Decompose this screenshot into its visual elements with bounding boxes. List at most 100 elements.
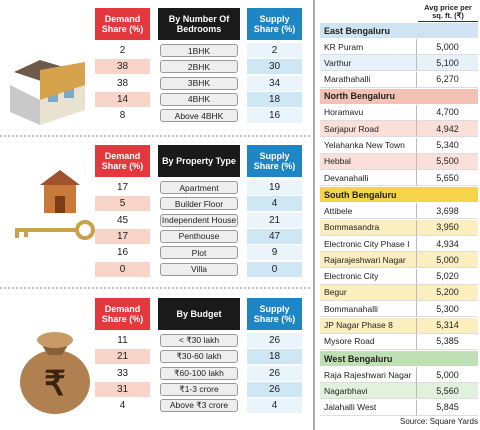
supply-share: 26 <box>247 333 302 348</box>
locality: KR Puram <box>320 39 416 55</box>
supply-share: 30 <box>247 59 302 75</box>
column-header: Demand Share (%) <box>95 145 150 177</box>
demand-share: 31 <box>95 381 150 397</box>
column-header: By Budget <box>158 298 240 330</box>
price: 5,340 <box>416 137 478 154</box>
locality: Sarjapur Road <box>320 121 416 138</box>
column-header: Demand Share (%) <box>95 8 150 40</box>
demand-share: 38 <box>95 59 150 75</box>
price: 5,560 <box>416 383 478 400</box>
price-header: Avg price per sq. ft. (₹) <box>418 2 478 22</box>
category: Villa <box>160 262 238 276</box>
supply-share: 2 <box>247 43 302 58</box>
supply-share: 4 <box>247 398 302 414</box>
svg-text:₹: ₹ <box>44 365 66 403</box>
locality: Yelahanka New Town <box>320 137 416 154</box>
locality: Mysore Road <box>320 333 416 350</box>
price: 5,300 <box>416 301 478 318</box>
demand-share: 8 <box>95 108 150 124</box>
locality: Varthur <box>320 55 416 72</box>
price: 5,314 <box>416 317 478 334</box>
category: Above 4BHK <box>160 109 238 123</box>
locality: Rajarajeshwari Nagar <box>320 252 416 269</box>
category: Independent House <box>160 213 238 227</box>
category: ₹1-3 crore <box>160 382 238 396</box>
locality: Jalahalli West <box>320 399 416 416</box>
price: 5,845 <box>416 399 478 416</box>
column-header: By Property Type <box>158 145 240 177</box>
price: 5,020 <box>416 268 478 285</box>
supply-share: 19 <box>247 180 302 195</box>
region-header: East Bengaluru <box>320 23 478 38</box>
category: Plot <box>160 246 238 260</box>
locality: Devanahalli <box>320 170 416 187</box>
locality: Horamavu <box>320 104 416 121</box>
locality: Nagarbhavi <box>320 383 416 400</box>
category: Builder Floor <box>160 197 238 211</box>
locality: Begur <box>320 284 416 301</box>
demand-share: 17 <box>95 228 150 244</box>
demand-share: 17 <box>95 180 150 195</box>
region-header: South Bengaluru <box>320 187 478 203</box>
price: 5,000 <box>416 39 478 55</box>
price: 4,700 <box>416 104 478 121</box>
demand-share: 5 <box>95 196 150 212</box>
supply-share: 4 <box>247 196 302 212</box>
demand-share: 14 <box>95 91 150 107</box>
supply-share: 18 <box>247 91 302 107</box>
demand-share: 0 <box>95 261 150 277</box>
column-header: By Number Of Bedrooms <box>158 8 240 40</box>
money-bag: ₹ <box>20 332 90 414</box>
source: Source: Square Yards <box>400 416 478 426</box>
region-header: West Bengaluru <box>320 351 478 367</box>
house-model <box>10 60 85 125</box>
locality: Electronic City <box>320 268 416 285</box>
demand-share: 2 <box>95 43 150 58</box>
price: 5,385 <box>416 333 478 350</box>
price: 5,000 <box>416 367 478 384</box>
category: Apartment <box>160 181 238 194</box>
locality: Hebbal <box>320 153 416 170</box>
supply-share: 26 <box>247 365 302 381</box>
supply-share: 21 <box>247 212 302 228</box>
supply-share: 0 <box>247 261 302 277</box>
demand-share: 11 <box>95 333 150 348</box>
locality: JP Nagar Phase 8 <box>320 317 416 334</box>
price: 3,698 <box>416 203 478 220</box>
column-header: Demand Share (%) <box>95 298 150 330</box>
category: 1BHK <box>160 44 238 57</box>
column-header: Supply Share (%) <box>247 8 302 40</box>
supply-share: 16 <box>247 108 302 124</box>
locality: Marathahalli <box>320 71 416 88</box>
demand-share: 21 <box>95 349 150 365</box>
category: 4BHK <box>160 92 238 106</box>
price: 4,942 <box>416 121 478 138</box>
price: 5,100 <box>416 55 478 72</box>
demand-share: 16 <box>95 245 150 261</box>
supply-share: 34 <box>247 75 302 91</box>
price: 6,270 <box>416 71 478 88</box>
price: 5,000 <box>416 252 478 269</box>
locality: Attibele <box>320 203 416 220</box>
supply-share: 18 <box>247 349 302 365</box>
price: 4,934 <box>416 236 478 252</box>
demand-share: 45 <box>95 212 150 228</box>
region-header: North Bengaluru <box>320 88 478 104</box>
category: Above ₹3 crore <box>160 399 238 413</box>
column-header: Supply Share (%) <box>247 145 302 177</box>
demand-share: 4 <box>95 398 150 414</box>
locality: Bommasandra <box>320 219 416 236</box>
price: 5,200 <box>416 284 478 301</box>
category: < ₹30 lakh <box>160 334 238 347</box>
price: 5,500 <box>416 153 478 170</box>
locality: Bommanahalli <box>320 301 416 318</box>
price: 3,950 <box>416 219 478 236</box>
category: 2BHK <box>160 60 238 74</box>
demand-share: 38 <box>95 75 150 91</box>
column-header: Supply Share (%) <box>247 298 302 330</box>
supply-share: 26 <box>247 381 302 397</box>
category: ₹30-60 lakh <box>160 350 238 364</box>
locality: Raja Rajeshwari Nagar <box>320 367 416 384</box>
